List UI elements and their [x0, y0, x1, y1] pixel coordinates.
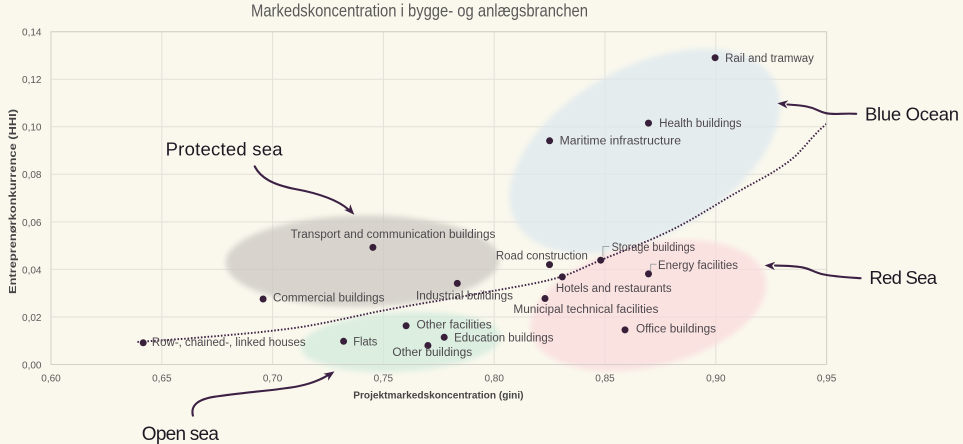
svg-text:0,12: 0,12 — [22, 75, 42, 86]
svg-text:Education buildings: Education buildings — [454, 332, 554, 344]
svg-text:0,85: 0,85 — [595, 374, 615, 385]
svg-text:0,70: 0,70 — [263, 374, 283, 385]
svg-text:Commercial buildings: Commercial buildings — [273, 293, 385, 305]
svg-text:Other buildings: Other buildings — [392, 347, 472, 359]
svg-text:0,90: 0,90 — [706, 374, 726, 385]
svg-text:0,14: 0,14 — [22, 28, 42, 39]
svg-text:Open sea: Open sea — [142, 424, 220, 444]
svg-text:Projektmarkedskoncentration (g: Projektmarkedskoncentration (gini) — [353, 390, 523, 402]
svg-text:Other facilities: Other facilities — [417, 320, 492, 332]
svg-text:Road construction: Road construction — [496, 250, 588, 262]
svg-text:Blue Ocean: Blue Ocean — [865, 103, 959, 124]
svg-text:0,08: 0,08 — [22, 170, 42, 181]
svg-text:Rail and tramway: Rail and tramway — [725, 53, 814, 65]
svg-text:Protected sea: Protected sea — [166, 138, 284, 159]
svg-text:0,80: 0,80 — [484, 374, 504, 385]
svg-text:0,60: 0,60 — [41, 374, 61, 385]
svg-text:0,04: 0,04 — [22, 265, 42, 276]
svg-text:Hotels and restaurants: Hotels and restaurants — [556, 283, 672, 295]
svg-text:Industrial buildings: Industrial buildings — [416, 291, 513, 303]
svg-text:Health buildings: Health buildings — [659, 118, 742, 130]
svg-text:Transport and communication bu: Transport and communication buildings — [291, 229, 496, 241]
svg-text:Flats: Flats — [353, 337, 377, 349]
svg-text:0,75: 0,75 — [374, 374, 394, 385]
svg-text:Storage buildings: Storage buildings — [612, 242, 696, 254]
svg-text:0,06: 0,06 — [22, 218, 42, 229]
svg-text:0,95: 0,95 — [817, 374, 837, 385]
svg-text:Municipal technical facilities: Municipal technical facilities — [513, 304, 658, 316]
svg-text:Office buildings: Office buildings — [636, 324, 716, 336]
svg-text:0,02: 0,02 — [22, 313, 42, 324]
svg-text:0,00: 0,00 — [22, 360, 42, 371]
svg-text:Maritime infrastructure: Maritime infrastructure — [560, 136, 681, 148]
svg-text:Markedskoncentration i bygge-: Markedskoncentration i bygge- og anlægsb… — [251, 1, 588, 21]
svg-text:0,65: 0,65 — [152, 374, 172, 385]
svg-text:Red Sea: Red Sea — [869, 267, 937, 288]
svg-text:0,10: 0,10 — [22, 123, 42, 134]
svg-text:Energy facilities: Energy facilities — [658, 260, 738, 272]
svg-text:Row-, chained-, linked houses: Row-, chained-, linked houses — [152, 337, 306, 349]
svg-text:Entreprenørkonkurrence (HHI): Entreprenørkonkurrence (HHI) — [7, 109, 19, 294]
